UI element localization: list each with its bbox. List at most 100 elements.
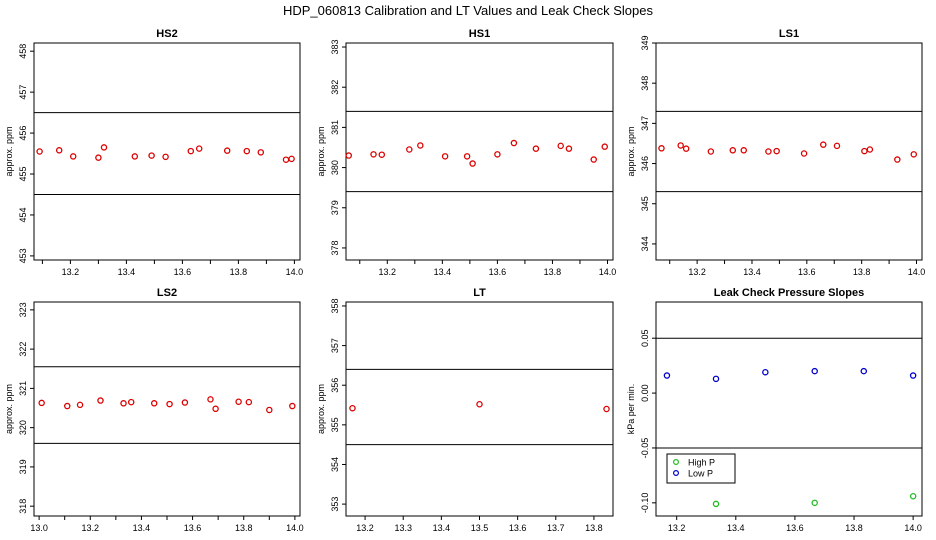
x-tick-label: 13.8 (235, 523, 253, 533)
x-tick-label: 13.6 (184, 523, 202, 533)
panel-title: Leak Check Pressure Slopes (714, 287, 864, 299)
panel-title: LS2 (157, 287, 177, 299)
data-point-series (417, 142, 424, 149)
chart-hs1: HS1 13.2 13.4 13.6 13.8 14.0 378 379 380 381 382 38… (316, 28, 616, 277)
y-tick-label: 383 (330, 40, 340, 55)
data-point-series (773, 147, 780, 155)
data-point-series (166, 400, 173, 408)
y-tick-label: -0.10 (640, 493, 650, 514)
y-tick-label: 323 (18, 302, 28, 317)
data-point-series (150, 400, 158, 407)
x-tick-label: 14.0 (904, 523, 922, 533)
x-tick-label: 13.2 (62, 267, 80, 277)
y-tick-label: 456 (18, 126, 28, 141)
data-point-low-p (860, 367, 868, 375)
y-axis-label: approx. ppm (316, 384, 326, 434)
y-tick-label: 320 (18, 420, 28, 435)
data-point-series (64, 402, 71, 410)
y-tick-label: 0.05 (640, 329, 650, 347)
figure-title: HDP_060813 Calibration and LT Values and… (283, 3, 654, 18)
y-tick-label: -0.05 (640, 438, 650, 459)
data-point-series (910, 151, 918, 158)
y-tick-label: 453 (18, 248, 28, 263)
y-tick-label: 319 (18, 459, 28, 474)
data-point-series (257, 149, 265, 156)
y-tick-label: 379 (330, 200, 340, 215)
y-tick-label: 458 (18, 44, 28, 59)
data-point-series (212, 405, 219, 413)
data-point-series (76, 401, 84, 409)
data-point-series (345, 152, 353, 159)
plot-frame (655, 42, 923, 261)
data-point-series (894, 156, 901, 163)
x-tick-label: 13.3 (394, 523, 412, 533)
data-point-series (243, 147, 251, 155)
y-tick-label: 347 (640, 116, 650, 131)
x-tick-label: 13.6 (174, 267, 192, 277)
data-point-series (349, 404, 356, 412)
data-point-series (162, 153, 169, 161)
data-point-series (866, 146, 874, 153)
plot-frame (345, 301, 614, 517)
data-point-series (95, 154, 102, 161)
x-tick-label: 13.4 (743, 267, 761, 277)
data-point-low-p (762, 368, 769, 376)
data-point-series (148, 152, 155, 159)
x-tick-label: 13.8 (853, 267, 871, 277)
x-tick-label: 13.4 (434, 267, 452, 277)
y-axis-label: approx. ppm (4, 126, 14, 176)
data-point-series (266, 406, 273, 414)
chart-hs2: HS2 13.2 13.4 13.6 13.8 14.0 453 454 455 456 457 45… (4, 28, 303, 277)
data-point-series (729, 147, 737, 154)
data-point-series (207, 396, 214, 403)
y-tick-label: 381 (330, 120, 340, 135)
data-point-low-p (811, 367, 818, 375)
y-tick-label: 356 (330, 378, 340, 393)
y-tick-label: 353 (330, 497, 340, 512)
y-tick-label: 344 (640, 236, 650, 251)
chart-leak-check-pressure-slopes: Leak Check Pressure Slopes 13.2 13.4 13.6 13… (626, 287, 923, 533)
data-point-series (282, 156, 290, 163)
data-point-series (187, 147, 195, 155)
legend-label: High P (688, 458, 715, 468)
y-tick-label: 454 (18, 207, 28, 222)
data-point-series (740, 147, 748, 154)
panel-title: HS1 (469, 28, 490, 40)
y-tick-label: 355 (330, 417, 340, 432)
data-point-high-p (909, 492, 917, 500)
x-tick-label: 13.4 (133, 523, 151, 533)
y-tick-label: 0.00 (640, 384, 650, 402)
legend-marker (672, 470, 679, 477)
data-point-series (441, 153, 449, 160)
x-tick-label: 13.2 (668, 523, 686, 533)
data-point-series (195, 145, 203, 152)
data-point-series (510, 139, 518, 147)
y-tick-label: 457 (18, 85, 28, 100)
y-axis-label: approx. ppm (4, 384, 14, 434)
data-point-series (532, 145, 540, 152)
data-point-series (69, 153, 77, 160)
data-point-series (658, 145, 665, 152)
x-tick-label: 13.8 (585, 523, 603, 533)
data-point-series (100, 144, 108, 151)
y-tick-label: 348 (640, 76, 650, 91)
panel-title: LT (473, 287, 486, 299)
plot-frame (655, 301, 923, 517)
y-axis-label: kPa per min. (626, 384, 636, 435)
data-point-high-p (712, 500, 720, 508)
data-point-series (38, 399, 45, 407)
data-point-series (55, 147, 63, 154)
x-tick-label: 13.8 (544, 267, 562, 277)
data-point-series (120, 400, 127, 407)
x-tick-label: 14.0 (286, 523, 304, 533)
data-point-series (707, 148, 715, 155)
x-tick-label: 13.6 (786, 523, 804, 533)
y-axis-label: approx. ppm (626, 126, 636, 176)
data-point-series (565, 145, 573, 152)
y-tick-label: 455 (18, 167, 28, 182)
data-point-series (223, 147, 231, 154)
y-tick-label: 357 (330, 338, 340, 353)
plot-frame (33, 42, 301, 261)
legend-box (666, 453, 736, 484)
data-point-series (245, 398, 253, 406)
